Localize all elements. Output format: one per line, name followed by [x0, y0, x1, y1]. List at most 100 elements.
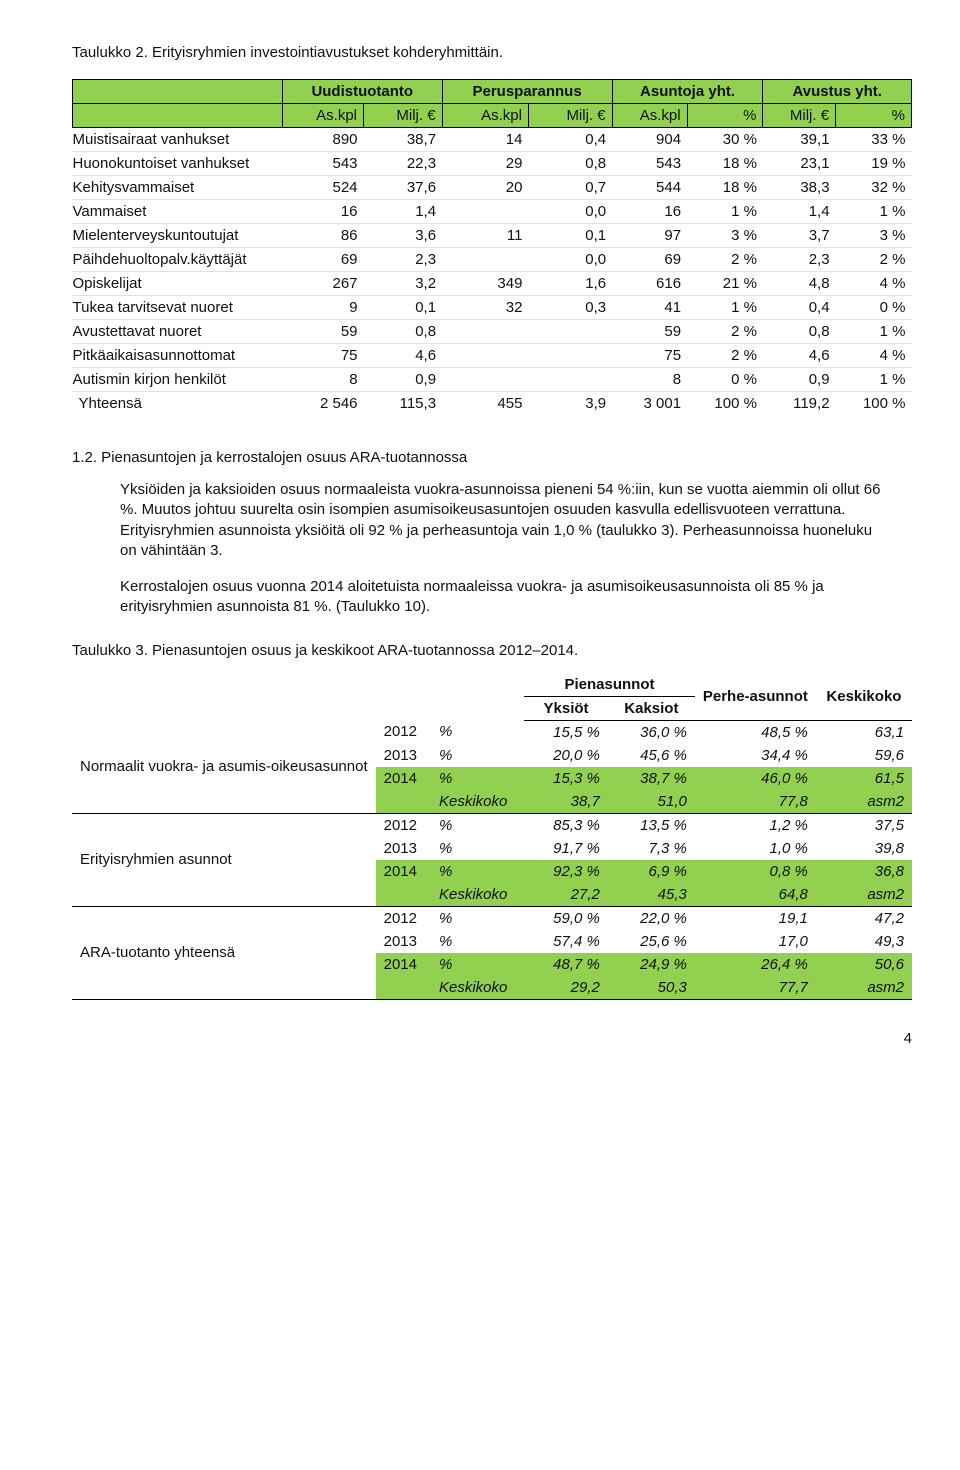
t1-cell: 0,9	[364, 368, 443, 392]
t2-cell: 1,2 %	[695, 813, 816, 837]
t2-cell: 59,0 %	[524, 906, 608, 930]
t1-row-label: Tukea tarvitsevat nuoret	[73, 296, 283, 320]
table1-total: Yhteensä 2 546 115,3 455 3,9 3 001 100 %…	[73, 392, 912, 416]
table-row: Avustettavat nuoret590,8592 %0,81 %	[73, 320, 912, 344]
table-row: Erityisryhmien asunnot2012%85,3 %13,5 %1…	[72, 813, 912, 837]
t2-cell: 17,0	[695, 930, 816, 953]
t2-year: 2012	[376, 906, 431, 930]
t1-cell: 18 %	[687, 152, 763, 176]
t1-sh-3: Milj. €	[528, 104, 612, 128]
t2-cell: 85,3 %	[524, 813, 608, 837]
t2-cell: 37,5	[816, 813, 912, 837]
t1-cell: 3,7	[763, 224, 836, 248]
t2-cell: 63,1	[816, 720, 912, 744]
t2-unit: Keskikoko	[431, 790, 524, 814]
t1-cell: 0,8	[364, 320, 443, 344]
t1-cell: 1 %	[836, 320, 912, 344]
t2-year: 2013	[376, 837, 431, 860]
t2-cell: 91,7 %	[524, 837, 608, 860]
t1-sh-7: %	[836, 104, 912, 128]
t2-cell: 45,6 %	[608, 744, 695, 767]
t1-cell: 4 %	[836, 344, 912, 368]
t1-cell: 0,3	[528, 296, 612, 320]
t2-cell: 6,9 %	[608, 860, 695, 883]
t1-cell: 2,3	[763, 248, 836, 272]
t2-cell: 48,7 %	[524, 953, 608, 976]
t1-cell: 59	[283, 320, 364, 344]
t2-cell: 61,5	[816, 767, 912, 790]
table-row: Muistisairaat vanhukset89038,7140,490430…	[73, 128, 912, 152]
t1-sh-0: As.kpl	[283, 104, 364, 128]
t2-cell: 20,0 %	[524, 744, 608, 767]
t1-cell: 32	[442, 296, 528, 320]
t1-cell: 29	[442, 152, 528, 176]
t1-cell: 1 %	[836, 200, 912, 224]
t2-group-label: ARA-tuotanto yhteensä	[72, 906, 376, 999]
t1-cell: 2 %	[687, 320, 763, 344]
t2-sh-y: Yksiöt	[524, 696, 608, 720]
t2-unit: %	[431, 860, 524, 883]
t1-total-label: Yhteensä	[73, 392, 283, 416]
t2-cell: 77,7	[695, 976, 816, 1000]
t2-cell: 45,3	[608, 883, 695, 907]
t1-cell	[528, 344, 612, 368]
t1-total-c3: 3,9	[528, 392, 612, 416]
t1-row-label: Muistisairaat vanhukset	[73, 128, 283, 152]
t1-cell: 0,1	[528, 224, 612, 248]
t1-cell: 22,3	[364, 152, 443, 176]
t1-cell: 1,6	[528, 272, 612, 296]
t2-cell: 25,6 %	[608, 930, 695, 953]
t2-cell: 36,0 %	[608, 720, 695, 744]
t1-row-label: Avustettavat nuoret	[73, 320, 283, 344]
t1-sh-1: Milj. €	[364, 104, 443, 128]
table-row: Huonokuntoiset vanhukset54322,3290,85431…	[73, 152, 912, 176]
t2-group-label: Erityisryhmien asunnot	[72, 813, 376, 906]
t1-cell: 3 %	[687, 224, 763, 248]
t2-year: 2014	[376, 860, 431, 883]
t1-cell: 41	[612, 296, 687, 320]
t1-cell	[442, 320, 528, 344]
t2-cell: 1,0 %	[695, 837, 816, 860]
t1-cell: 0 %	[687, 368, 763, 392]
t1-cell: 2 %	[687, 248, 763, 272]
t2-cell: 38,7	[524, 790, 608, 814]
t1-cell: 2 %	[687, 344, 763, 368]
t1-cell: 543	[283, 152, 364, 176]
t1-cell: 4 %	[836, 272, 912, 296]
t2-group-label: Normaalit vuokra- ja asumis-oikeusasunno…	[72, 720, 376, 813]
t1-row-label: Opiskelijat	[73, 272, 283, 296]
t2-cell: 77,8	[695, 790, 816, 814]
t1-cell: 4,6	[364, 344, 443, 368]
t2-h-kk: Keskikoko	[816, 673, 912, 721]
t2-cell: 59,6	[816, 744, 912, 767]
section-heading: 1.2. Pienasuntojen ja kerrostalojen osuu…	[72, 449, 912, 466]
table-row: Kehitysvammaiset52437,6200,754418 %38,33…	[73, 176, 912, 200]
t1-cell: 1 %	[836, 368, 912, 392]
t1-cell: 0,0	[528, 200, 612, 224]
t1-cell: 0,0	[528, 248, 612, 272]
t1-cell: 23,1	[763, 152, 836, 176]
t2-cell: 50,3	[608, 976, 695, 1000]
t1-cell: 39,1	[763, 128, 836, 152]
t2-year	[376, 790, 431, 814]
t1-row-label: Vammaiset	[73, 200, 283, 224]
t1-cell	[528, 320, 612, 344]
t1-gh-0: Uudistuotanto	[283, 80, 443, 104]
page-number: 4	[72, 1030, 912, 1047]
t2-cell: 27,2	[524, 883, 608, 907]
t2-unit: %	[431, 813, 524, 837]
t2-cell: 48,5 %	[695, 720, 816, 744]
table2-title: Taulukko 3. Pienasuntojen osuus ja keski…	[72, 642, 912, 659]
t2-cell: asm2	[816, 883, 912, 907]
t1-cell: 3 %	[836, 224, 912, 248]
table-row: Päihdehuoltopalv.käyttäjät692,30,0692 %2…	[73, 248, 912, 272]
t1-cell: 14	[442, 128, 528, 152]
table-row: Pitkäaikaisasunnottomat754,6752 %4,64 %	[73, 344, 912, 368]
t2-cell: 49,3	[816, 930, 912, 953]
t2-unit: Keskikoko	[431, 976, 524, 1000]
t1-row-label: Mielenterveyskuntoutujat	[73, 224, 283, 248]
t1-cell	[442, 248, 528, 272]
section-p1: Yksiöiden ja kaksioiden osuus normaaleis…	[120, 480, 892, 561]
table-row: Mielenterveyskuntoutujat863,6110,1973 %3…	[73, 224, 912, 248]
t2-unit: %	[431, 953, 524, 976]
